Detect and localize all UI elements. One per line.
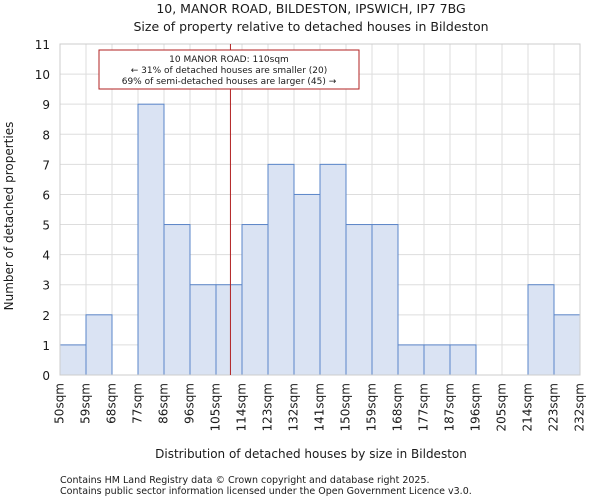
- annotation-line-3: 69% of semi-detached houses are larger (…: [122, 77, 337, 87]
- bar-77sqm: [137, 103, 165, 376]
- x-tick-label: 123sqm: [261, 383, 275, 431]
- bar-141sqm: [319, 163, 347, 376]
- x-tick-label: 214sqm: [521, 383, 535, 431]
- annotation-box: 10 MANOR ROAD: 110sqm ← 31% of detached …: [98, 49, 360, 90]
- footer-line-1: Contains HM Land Registry data © Crown c…: [60, 475, 430, 486]
- bar-168sqm: [397, 344, 425, 376]
- x-tick-label: 96sqm: [183, 383, 197, 424]
- annotation-line-2: ← 31% of detached houses are smaller (20…: [131, 66, 328, 76]
- bar-223sqm: [553, 314, 581, 376]
- y-tick-label: 6: [42, 188, 50, 202]
- y-tick-label: 8: [42, 128, 50, 142]
- bar-96sqm: [189, 284, 217, 376]
- bar-123sqm: [267, 163, 295, 376]
- bar-214sqm: [527, 284, 555, 376]
- x-tick-label: 177sqm: [417, 383, 431, 431]
- x-tick-label: 50sqm: [53, 383, 67, 424]
- x-tick-label: 77sqm: [131, 383, 145, 424]
- x-tick-label: 59sqm: [79, 383, 93, 424]
- x-tick-label: 68sqm: [105, 383, 119, 424]
- bars-group: [59, 103, 581, 376]
- x-tick-label: 223sqm: [547, 383, 561, 431]
- plot-frame: [59, 43, 581, 376]
- x-tick-label: 168sqm: [391, 383, 405, 431]
- bar-187sqm: [449, 344, 477, 376]
- y-tick-label: 4: [42, 249, 50, 263]
- x-tick-label: 141sqm: [313, 383, 327, 431]
- x-tick-label: 196sqm: [469, 383, 483, 431]
- chart-subtitle: Size of property relative to detached ho…: [133, 19, 488, 34]
- x-tick-label: 114sqm: [235, 383, 249, 431]
- x-tick-label: 159sqm: [365, 383, 379, 431]
- y-tick-label: 2: [42, 309, 50, 323]
- y-tick-label: 11: [35, 38, 50, 52]
- bar-159sqm: [371, 224, 399, 376]
- x-tick-label: 150sqm: [339, 383, 353, 431]
- y-tick-label: 0: [42, 369, 50, 383]
- annotation-box-frame: [98, 49, 360, 90]
- bar-59sqm: [85, 314, 113, 376]
- bar-177sqm: [423, 344, 451, 376]
- x-tick-label: 132sqm: [287, 383, 301, 431]
- y-tick-label: 5: [42, 219, 50, 233]
- y-tick-label: 3: [42, 279, 50, 293]
- x-tick-label: 205sqm: [495, 383, 509, 431]
- bar-150sqm: [345, 224, 373, 376]
- x-tick-label: 232sqm: [573, 383, 587, 431]
- x-tick-label: 187sqm: [443, 383, 457, 431]
- x-axis-label: Distribution of detached houses by size …: [155, 447, 467, 461]
- bar-105sqm: [215, 284, 243, 376]
- x-tick-label: 86sqm: [157, 383, 171, 424]
- y-axis-label: Number of detached properties: [2, 122, 16, 311]
- y-tick-labels: 0 1 2 3 4 5 6 7 8 9 10 11: [35, 38, 50, 383]
- bar-114sqm: [241, 224, 269, 376]
- y-tick-label: 9: [42, 98, 50, 112]
- x-tick-label: 105sqm: [209, 383, 223, 431]
- y-tick-label: 10: [35, 68, 50, 82]
- y-tick-label: 7: [42, 158, 50, 172]
- bar-86sqm: [163, 224, 191, 376]
- bar-132sqm: [293, 193, 321, 376]
- x-tick-labels: 50sqm 59sqm 68sqm 77sqm 86sqm 96sqm 105sqm 114s…: [53, 383, 587, 431]
- bar-50sqm: [59, 344, 87, 376]
- footer-line-2: Contains public sector information licen…: [60, 486, 472, 497]
- annotation-line-1: 10 MANOR ROAD: 110sqm: [169, 55, 289, 65]
- y-tick-label: 1: [42, 339, 50, 353]
- chart-title: 10, MANOR ROAD, BILDESTON, IPSWICH, IP7 …: [156, 1, 465, 16]
